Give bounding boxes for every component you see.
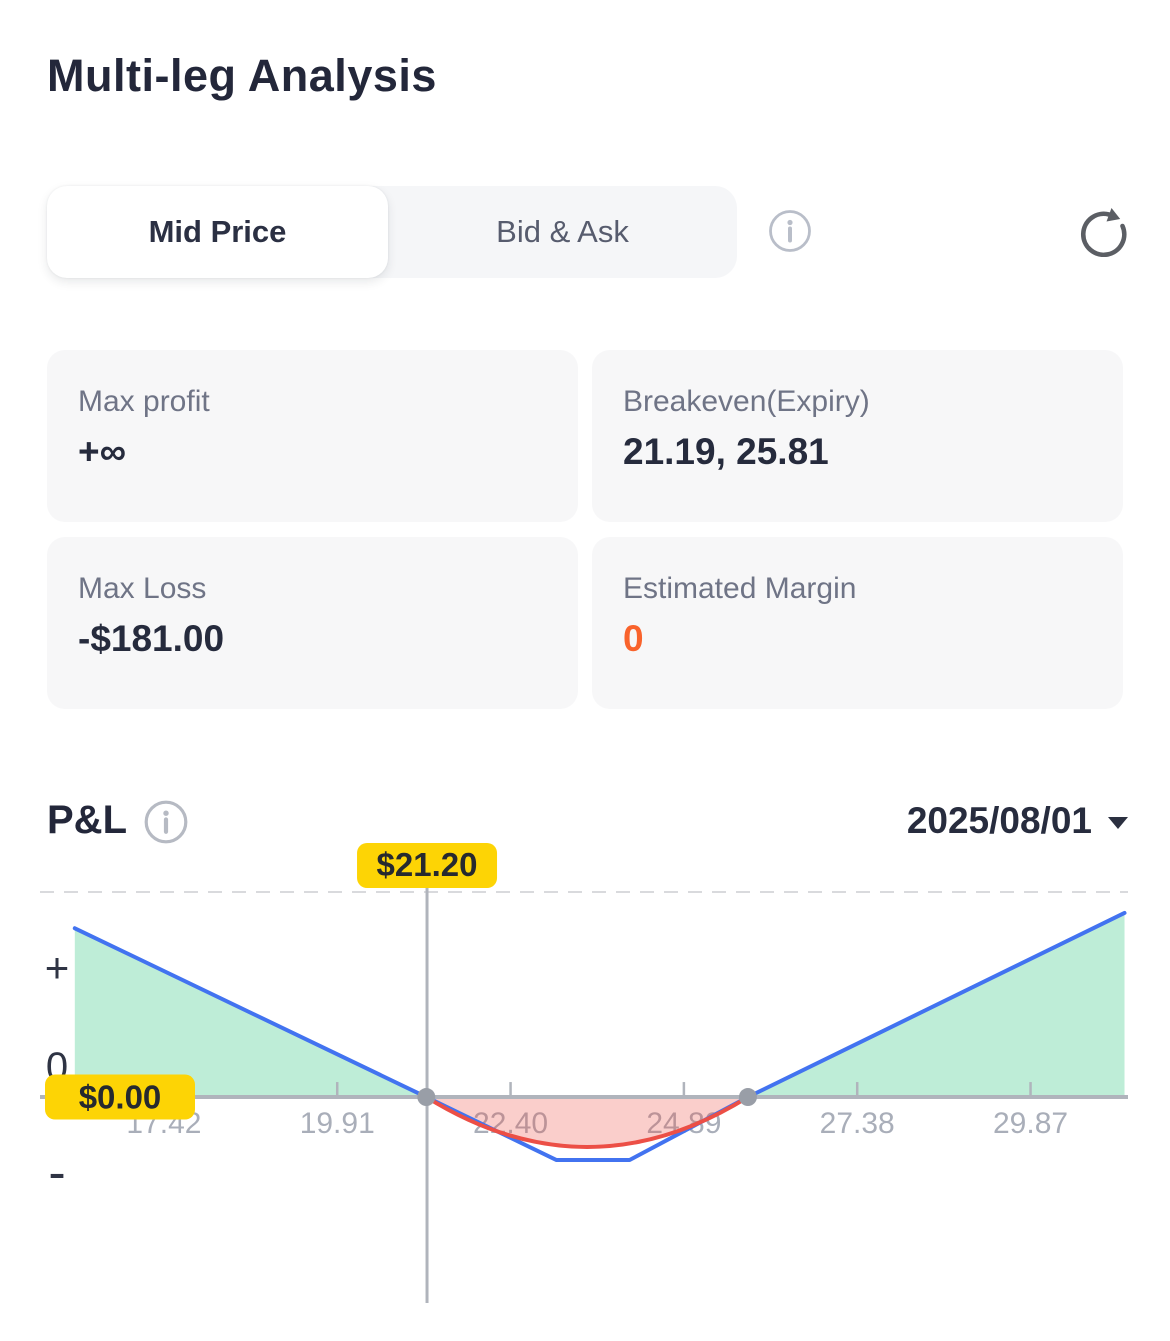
stat-label: Max Loss: [78, 572, 207, 605]
pnl-info-icon[interactable]: [144, 800, 188, 844]
zero-pnl-badge-label: $0.00: [79, 1079, 162, 1116]
pnl-chart[interactable]: +0-17.4219.9122.4024.8927.3829.87$21.20$…: [0, 835, 1170, 1341]
current-price-badge-label: $21.20: [377, 846, 478, 883]
stat-card-breakeven: Breakeven(Expiry) 21.19, 25.81: [592, 350, 1123, 522]
current-pnl-curve: [424, 1095, 750, 1149]
circle-info-icon: [144, 800, 188, 844]
expiry-pnl-line: [72, 910, 1127, 1163]
x-axis-tick-label: 27.38: [820, 1107, 895, 1140]
current-price-badge[interactable]: [357, 843, 498, 888]
stat-label: Breakeven(Expiry): [623, 385, 870, 418]
refresh-icon: [1080, 208, 1127, 258]
refresh-button[interactable]: [1078, 207, 1128, 258]
stat-value: -$181.00: [78, 618, 225, 659]
stat-value: 21.19, 25.81: [623, 431, 829, 472]
y-axis-label: -: [48, 1144, 65, 1202]
x-axis-tick-label: 19.91: [300, 1107, 375, 1140]
stat-value: +∞: [78, 431, 126, 472]
stat-card-estimated-margin: Estimated Margin 0: [592, 537, 1123, 709]
stat-card-max-profit: Max profit +∞: [47, 350, 578, 522]
circle-info-icon: [769, 210, 811, 252]
tabs-info-icon[interactable]: [768, 209, 812, 253]
stat-label: Estimated Margin: [623, 572, 857, 605]
price-mode-tabs: Mid Price Bid & Ask: [47, 186, 737, 278]
stat-value: 0: [623, 618, 644, 659]
caret-down-icon: [1108, 817, 1128, 829]
pnl-section-title: P&L: [47, 798, 127, 842]
x-axis-tick-label: 24.89: [646, 1107, 721, 1140]
page-title: Multi-leg Analysis: [47, 50, 437, 101]
y-axis-label: +: [45, 944, 70, 991]
x-axis-tick-label: 29.87: [993, 1107, 1068, 1140]
expiry-date-select[interactable]: 2025/08/01: [907, 800, 1128, 842]
zero-pnl-badge: [45, 1074, 195, 1120]
breakeven-marker: [417, 1088, 436, 1107]
stat-label: Max profit: [78, 385, 210, 418]
expiry-date-value: 2025/08/01: [906, 800, 1092, 841]
profit-area-right: [747, 912, 1125, 1098]
strategy-stats-grid: Max profit +∞ Breakeven(Expiry) 21.19, 2…: [47, 350, 1123, 709]
stat-card-max-loss: Max Loss -$181.00: [47, 537, 578, 709]
tab-bid-ask[interactable]: Bid & Ask: [496, 214, 629, 249]
tab-mid-price[interactable]: Mid Price: [47, 186, 388, 278]
breakeven-marker: [738, 1088, 757, 1107]
